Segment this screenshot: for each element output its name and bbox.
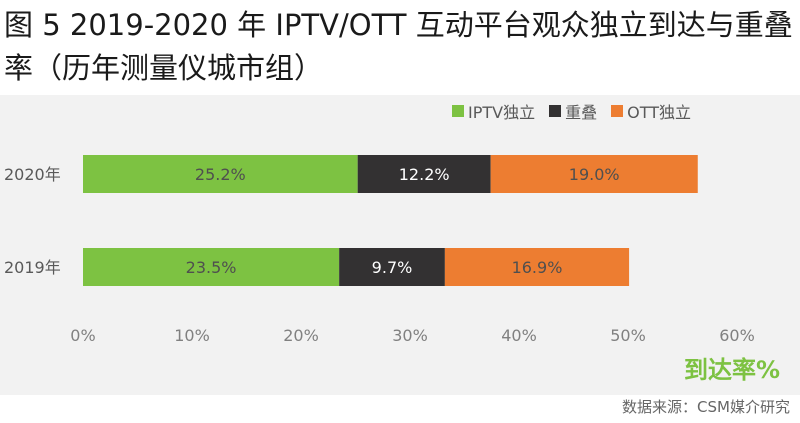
x-axis-title: 到达率%	[684, 356, 780, 384]
legend-swatch-ott	[611, 105, 624, 117]
x-tick-label: 30%	[392, 326, 428, 345]
x-tick-label: 60%	[719, 326, 755, 345]
x-tick-label: 40%	[501, 326, 537, 345]
legend-item-ott: OTT独立	[611, 99, 691, 123]
source-note: 数据来源：CSM媒介研究	[622, 398, 790, 416]
legend-label-iptv: IPTV独立	[468, 103, 536, 122]
bar-segment	[339, 248, 445, 286]
chart-title: 图 5 2019-2020 年 IPTV/OTT 互动平台观众独立到达与重叠率（…	[4, 8, 793, 85]
data-label: 16.9%	[512, 258, 563, 277]
data-label: 12.2%	[399, 165, 450, 184]
data-label: 25.2%	[195, 165, 246, 184]
bar-segment	[83, 155, 358, 193]
legend: IPTV独立 重叠 OTT独立	[452, 99, 691, 123]
legend-item-iptv: IPTV独立	[452, 99, 535, 123]
data-label: 19.0%	[569, 165, 620, 184]
category-label: 2020年	[4, 165, 61, 184]
bar-segment	[490, 155, 698, 193]
data-label: 23.5%	[186, 258, 237, 277]
legend-item-overlap: 重叠	[549, 99, 597, 123]
legend-label-overlap: 重叠	[565, 103, 598, 122]
x-tick-label: 20%	[283, 326, 319, 345]
x-tick-label: 50%	[610, 326, 646, 345]
bar-segment	[83, 248, 340, 286]
legend-swatch-iptv	[452, 105, 464, 117]
category-label: 2019年	[4, 258, 61, 277]
x-tick-label: 10%	[174, 326, 210, 345]
legend-label-ott: OTT独立	[627, 103, 691, 122]
x-tick-label: 0%	[70, 326, 95, 345]
data-label: 9.7%	[372, 258, 413, 277]
plot-area	[0, 95, 800, 395]
legend-swatch-overlap	[549, 105, 562, 117]
bar-segment	[357, 155, 491, 193]
bar-segment	[444, 248, 630, 286]
